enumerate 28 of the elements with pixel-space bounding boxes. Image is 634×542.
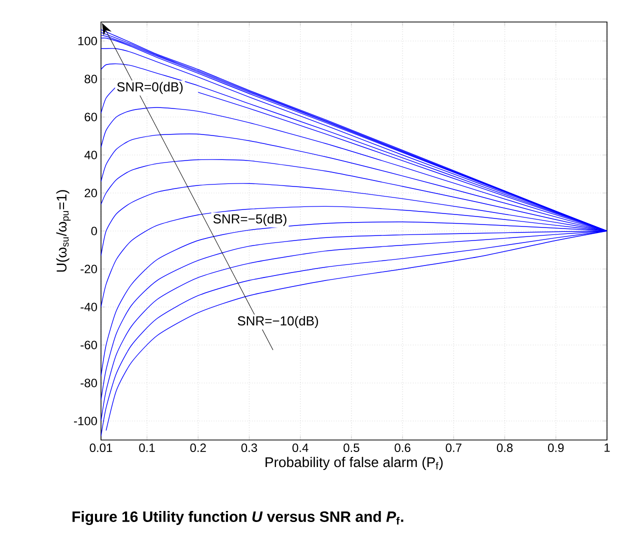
y-tick-label: 100 — [78, 36, 98, 46]
caption: Figure 16 Utility function U versus SNR and P$_{f}$. — [72, 510, 404, 526]
x-tick-label: 0.7 — [446, 444, 462, 452]
x-tick-label: 1 — [604, 444, 610, 452]
annotation: SNR=0(dB) — [117, 82, 183, 94]
annotation: SNR=−10(dB) — [238, 316, 318, 328]
y-tick-label: 20 — [84, 188, 98, 198]
x-tick-label: 0.2 — [190, 444, 206, 452]
x-tick-label: 0.9 — [548, 444, 564, 452]
x-tick-label: 0.4 — [292, 444, 308, 452]
y-tick-label: -80 — [80, 378, 98, 388]
y-tick-label: -20 — [80, 264, 98, 274]
y-axis-title: U(ω$_{su}$/ω$_{pu}$=1) — [56, 190, 71, 272]
y-tick-label: -100 — [74, 416, 98, 426]
y-tick-label: -40 — [80, 302, 98, 312]
annotation: SNR=−5(dB) — [213, 214, 286, 226]
y-tick-label: 0 — [91, 226, 98, 236]
y-tick-label: 60 — [84, 112, 98, 122]
x-axis-title: Probability of false alarm (P$_{f}$) — [266, 456, 443, 470]
x-tick-label: 0.01 — [90, 444, 112, 452]
y-tick-label: -60 — [80, 340, 98, 350]
x-tick-label: 0.1 — [139, 444, 155, 452]
y-tick-label: 80 — [84, 74, 98, 84]
x-tick-label: 0.3 — [241, 444, 258, 452]
y-tick-label: 40 — [84, 150, 98, 160]
x-tick-label: 0.8 — [496, 444, 513, 452]
x-tick-label: 0.5 — [344, 444, 360, 452]
x-tick-label: 0.6 — [394, 444, 410, 452]
